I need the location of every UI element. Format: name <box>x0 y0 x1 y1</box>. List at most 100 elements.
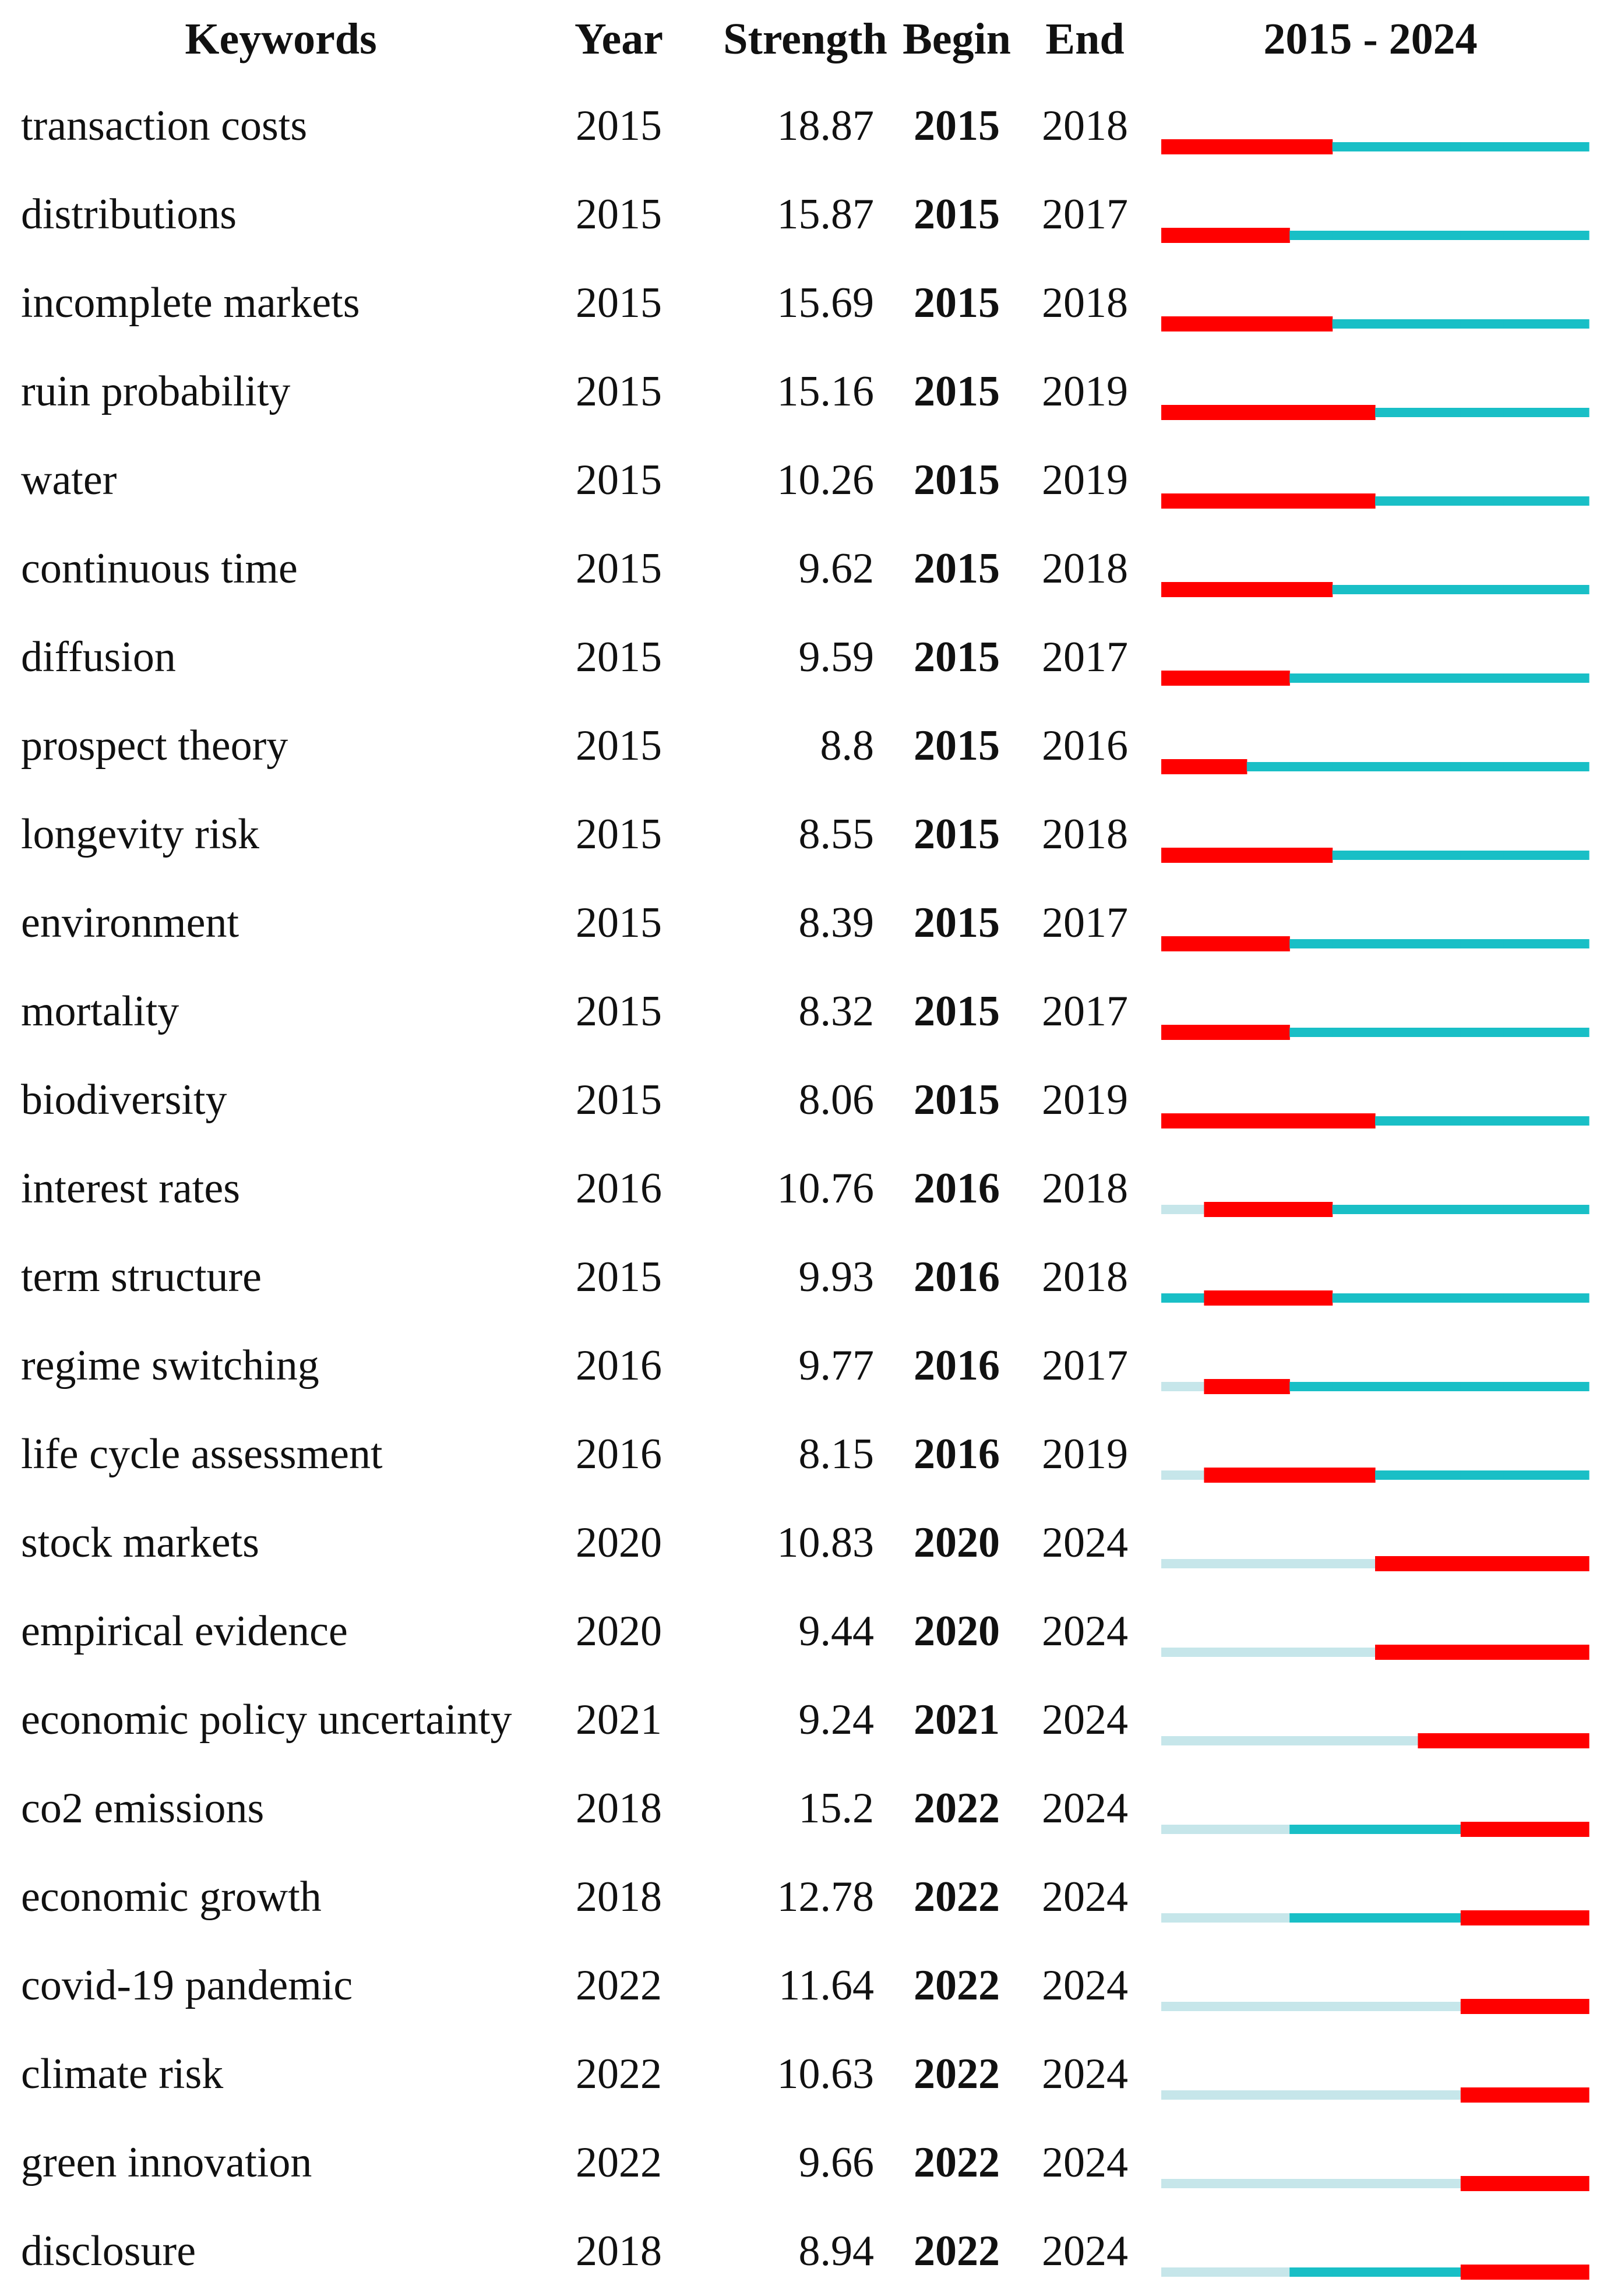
burst-segment <box>1161 405 1204 420</box>
active-segment <box>1332 1028 1376 1037</box>
inactive-segment <box>1246 1913 1290 1923</box>
burst-segment <box>1375 1556 1418 1571</box>
year-value: 2015 <box>576 279 662 327</box>
table-header: Keywords Year Strength Begin End 2015 - … <box>185 15 1477 64</box>
year-value: 2016 <box>576 1430 662 1478</box>
active-segment <box>1375 319 1418 329</box>
end-value: 2024 <box>1042 2139 1128 2186</box>
active-segment <box>1418 1205 1461 1214</box>
burst-segment <box>1161 316 1204 331</box>
active-segment <box>1460 231 1504 240</box>
burst-segment <box>1161 228 1204 243</box>
active-segment <box>1460 1116 1504 1126</box>
begin-value: 2022 <box>914 2227 1000 2275</box>
inactive-segment <box>1332 2179 1376 2188</box>
burst-segment <box>1503 1645 1547 1660</box>
year-value: 2020 <box>576 1519 662 1567</box>
inactive-segment <box>1375 2179 1418 2188</box>
burst-segment <box>1460 1733 1504 1748</box>
active-segment <box>1289 939 1333 948</box>
end-value: 2024 <box>1042 1607 1128 1655</box>
burst-segment <box>1503 2176 1547 2191</box>
inactive-segment <box>1161 1913 1204 1923</box>
begin-value: 2022 <box>914 1784 1000 1832</box>
strength-value: 12.78 <box>777 1873 875 1921</box>
keyword-label: distributions <box>21 191 237 238</box>
strength-value: 11.64 <box>778 1962 874 2009</box>
year-value: 2018 <box>576 2227 662 2275</box>
active-segment <box>1503 142 1547 151</box>
end-value: 2024 <box>1042 1696 1128 1744</box>
active-segment <box>1503 1205 1547 1214</box>
inactive-segment <box>1204 1648 1247 1657</box>
begin-value: 2015 <box>914 1076 1000 1124</box>
burst-segment <box>1460 1645 1504 1660</box>
active-segment <box>1546 762 1590 771</box>
burst-segment <box>1204 493 1247 509</box>
burst-segment <box>1289 405 1333 420</box>
table-row: regime switching 2016 9.77 2016 2017 <box>21 1342 1590 1394</box>
begin-value: 2022 <box>914 2050 1000 2098</box>
burst-segment <box>1289 493 1333 509</box>
begin-value: 2016 <box>914 1253 1000 1301</box>
burst-segment <box>1503 1556 1547 1571</box>
begin-value: 2015 <box>914 545 1000 592</box>
active-segment <box>1418 851 1461 860</box>
active-segment <box>1332 851 1376 860</box>
active-segment <box>1332 1913 1376 1923</box>
strength-value: 9.62 <box>799 545 875 592</box>
year-value: 2015 <box>576 102 662 150</box>
active-segment <box>1546 408 1590 417</box>
active-segment <box>1418 762 1461 771</box>
strength-value: 9.77 <box>799 1342 875 1389</box>
burst-segment <box>1246 671 1290 686</box>
active-segment <box>1546 1470 1590 1480</box>
year-value: 2015 <box>576 1076 662 1124</box>
active-segment <box>1546 585 1590 594</box>
burst-segment <box>1246 1025 1290 1040</box>
burst-segment <box>1246 1379 1290 1394</box>
strength-value: 8.8 <box>820 722 875 770</box>
table-row: ruin probability 2015 15.16 2015 2019 <box>21 368 1590 420</box>
active-segment <box>1332 1205 1376 1214</box>
burst-segment <box>1503 1733 1547 1748</box>
table-row: prospect theory 2015 8.8 2015 2016 <box>21 722 1590 774</box>
table-row: mortality 2015 8.32 2015 2017 <box>21 987 1590 1040</box>
active-segment <box>1418 231 1461 240</box>
inactive-segment <box>1204 2002 1247 2011</box>
active-segment <box>1375 762 1418 771</box>
active-segment <box>1375 1293 1418 1303</box>
active-segment <box>1375 142 1418 151</box>
burst-segment <box>1289 139 1333 154</box>
inactive-segment <box>1161 1559 1204 1568</box>
inactive-segment <box>1375 2090 1418 2100</box>
table-row: water 2015 10.26 2015 2019 <box>21 456 1590 509</box>
end-value: 2018 <box>1042 810 1128 858</box>
year-value: 2015 <box>576 633 662 681</box>
burst-segment <box>1546 1733 1590 1748</box>
burst-segment <box>1246 1468 1290 1483</box>
year-value: 2015 <box>576 368 662 415</box>
active-segment <box>1375 1382 1418 1391</box>
active-segment <box>1418 1382 1461 1391</box>
inactive-segment <box>1161 1825 1204 1834</box>
begin-value: 2015 <box>914 633 1000 681</box>
active-segment <box>1460 319 1504 329</box>
burst-segment <box>1332 405 1376 420</box>
keyword-label: term structure <box>21 1253 262 1301</box>
strength-value: 10.76 <box>777 1165 875 1212</box>
burst-segment <box>1546 2087 1590 2103</box>
end-value: 2017 <box>1042 899 1128 947</box>
burst-segment <box>1460 1999 1504 2014</box>
active-segment <box>1418 142 1461 151</box>
strength-value: 9.24 <box>799 1696 875 1744</box>
burst-segment <box>1246 316 1290 331</box>
strength-value: 10.83 <box>777 1519 875 1567</box>
active-segment <box>1375 408 1418 417</box>
header-year-range: 2015 - 2024 <box>1263 15 1477 64</box>
active-segment <box>1546 1382 1590 1391</box>
active-segment <box>1503 1116 1547 1126</box>
burst-segment <box>1246 405 1290 420</box>
end-value: 2017 <box>1042 633 1128 681</box>
inactive-segment <box>1161 2090 1204 2100</box>
